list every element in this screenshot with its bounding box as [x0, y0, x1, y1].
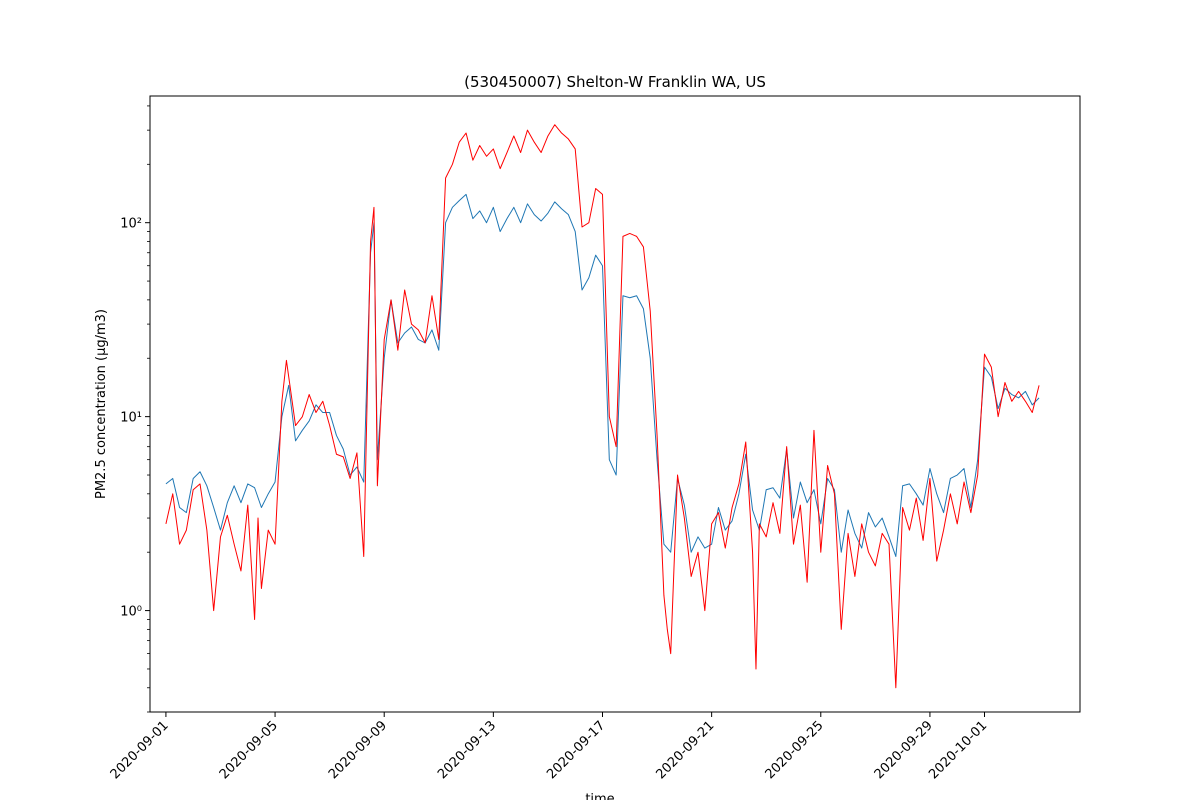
x-tick-label: 2020-09-05 [217, 718, 281, 782]
ticks-layer: 10⁰ 10¹ 10² 2020-09-01 2020-09-05 2020-09-09 2… [108, 105, 990, 782]
y-tick-label: 10¹ [120, 411, 142, 426]
x-tick-label: 2020-09-09 [326, 718, 390, 782]
series-line-2 [165, 124, 1040, 689]
x-tick-label: 2020-09-13 [435, 718, 499, 782]
x-tick-label: 2020-10-01 [926, 718, 990, 782]
series-layer [165, 124, 1040, 689]
plot-area-border [149, 95, 1081, 713]
x-tick-label: 2020-09-25 [763, 718, 827, 782]
y-tick-label: 10² [120, 217, 142, 232]
chart-title: (530450007) Shelton-W Franklin WA, US [464, 73, 766, 91]
x-tick-label: 2020-09-17 [544, 718, 608, 782]
series-line-1 [165, 193, 1040, 558]
y-axis-label: PM2.5 concentration (µg/m3) [94, 309, 109, 499]
y-tick-label: 10⁰ [120, 605, 142, 620]
x-tick-label: 2020-09-21 [653, 718, 717, 782]
x-tick-label: 2020-09-01 [108, 718, 172, 782]
x-axis-label: time [585, 792, 614, 800]
plot-frame [149, 95, 1081, 713]
